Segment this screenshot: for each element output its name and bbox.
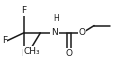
Text: H: H <box>53 14 59 23</box>
Text: O: O <box>66 49 73 58</box>
Text: F: F <box>2 36 7 45</box>
Text: CH₃: CH₃ <box>24 47 40 56</box>
Text: N: N <box>51 28 58 37</box>
Text: F: F <box>21 6 26 15</box>
Text: F: F <box>21 49 26 58</box>
Text: O: O <box>79 28 86 37</box>
Text: N: N <box>51 28 58 37</box>
